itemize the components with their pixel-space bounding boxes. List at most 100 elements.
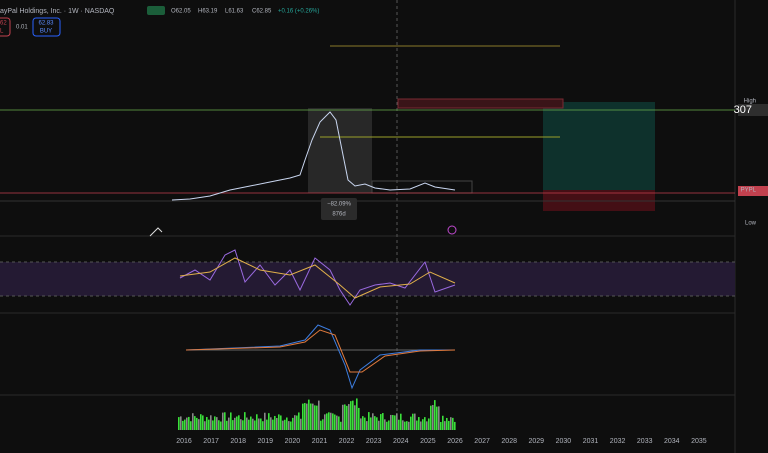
volume-bar [360,418,362,430]
volume-bar [338,416,340,430]
status-pill [147,6,165,15]
symbol-label: PYPL [741,188,757,194]
volume-bar [414,413,416,430]
volume-bar [218,420,220,430]
close: C62.85 [252,9,272,15]
volume-bar [304,403,306,430]
volume-bar [452,417,454,430]
low: L61.63 [225,9,244,15]
volume-bar [268,413,270,430]
volume-bar [248,419,250,430]
sell-button[interactable] [0,17,11,37]
volume-bar [270,417,272,430]
volume-bar [242,420,244,430]
x-tick-label: 2029 [529,438,545,445]
resistance-box [397,98,564,109]
volume-bar [180,416,182,430]
volume-bar [310,403,312,430]
x-tick-label: 2033 [637,438,653,445]
measure-box [308,108,372,193]
buy-button[interactable] [32,17,61,37]
x-tick-label: 2027 [474,438,490,445]
x-tick-label: 2022 [339,438,355,445]
volume-bar [436,406,438,430]
x-tick-label: 2034 [664,438,680,445]
volume-bar [330,412,332,430]
volume-bar [422,419,424,430]
volume-bar [296,415,298,430]
volume-bar [188,416,190,430]
x-tick-label: 2024 [393,438,409,445]
volume-bar [364,417,366,430]
volume-bar [202,415,204,430]
high-badge [738,104,768,116]
volume-bar [340,421,342,430]
volume-bar [232,420,234,430]
change: +0.16 (+0.26%) [278,9,319,15]
volume-bar [448,420,450,430]
volume-bar [186,417,188,430]
volume-bar [354,405,356,430]
sell-label: L [0,29,4,35]
volume-bar [286,417,288,430]
volume-bar [324,414,326,430]
volume-bar [294,415,296,430]
volume-bar [240,419,242,430]
x-tick-label: 2035 [691,438,707,445]
x-tick-label: 2026 [447,438,463,445]
volume-bar [380,414,382,430]
price-badge [738,186,768,196]
time-axis: 2016 2017 2018 2019 2020 2021 2022 2023 2024 2025… [176,438,707,445]
volume-bar [444,421,446,430]
volume-bar [300,418,302,430]
volume-bar [350,401,352,430]
volume-bar [302,403,304,430]
volume-bar [210,415,212,430]
rsi-band [0,262,735,296]
volume-bar [182,420,184,430]
volume-bar [322,419,324,430]
volume-bar [442,415,444,430]
volume-bar [382,413,384,430]
symbol-title: ayPal Holdings, Inc. · 1W · NASDAQ [0,8,115,15]
volume-bar [308,399,310,430]
volume-bar [402,420,404,430]
volume-bar [226,420,228,430]
x-tick-label: 2031 [583,438,599,445]
volume-bar [214,416,216,430]
volume-bar [234,417,236,430]
volume-bar [388,420,390,430]
volume-bar [292,417,294,430]
price-series [171,111,456,201]
volume-bar [262,421,264,430]
volume-bar [190,421,192,430]
volume-bar [450,417,452,430]
volume-bar [320,420,322,430]
dino-icon [149,227,163,237]
volume-bar [428,418,430,430]
volume-bar [378,420,380,430]
volume-bar [410,416,412,430]
volume-bar [254,420,256,430]
volume-bar [404,421,406,430]
volume-bar [178,417,180,430]
buy-label: BUY [40,29,52,35]
volume-bar [212,420,214,430]
volume-bar [314,405,316,430]
volume-bar [244,412,246,430]
volume-bar [250,416,252,430]
volume-bar [306,403,308,430]
volume-bar [194,416,196,430]
volume-bar [412,413,414,430]
macd-line [185,324,455,390]
volume-bar [332,413,334,430]
volume-bar [368,412,370,430]
x-tick-label: 2032 [610,438,626,445]
volume-bar [328,412,330,430]
volume-bar [316,405,318,430]
sell-price: 62 [0,21,7,27]
volume-bar [290,421,292,430]
volume-bar [336,415,338,430]
volume-bar [346,405,348,430]
